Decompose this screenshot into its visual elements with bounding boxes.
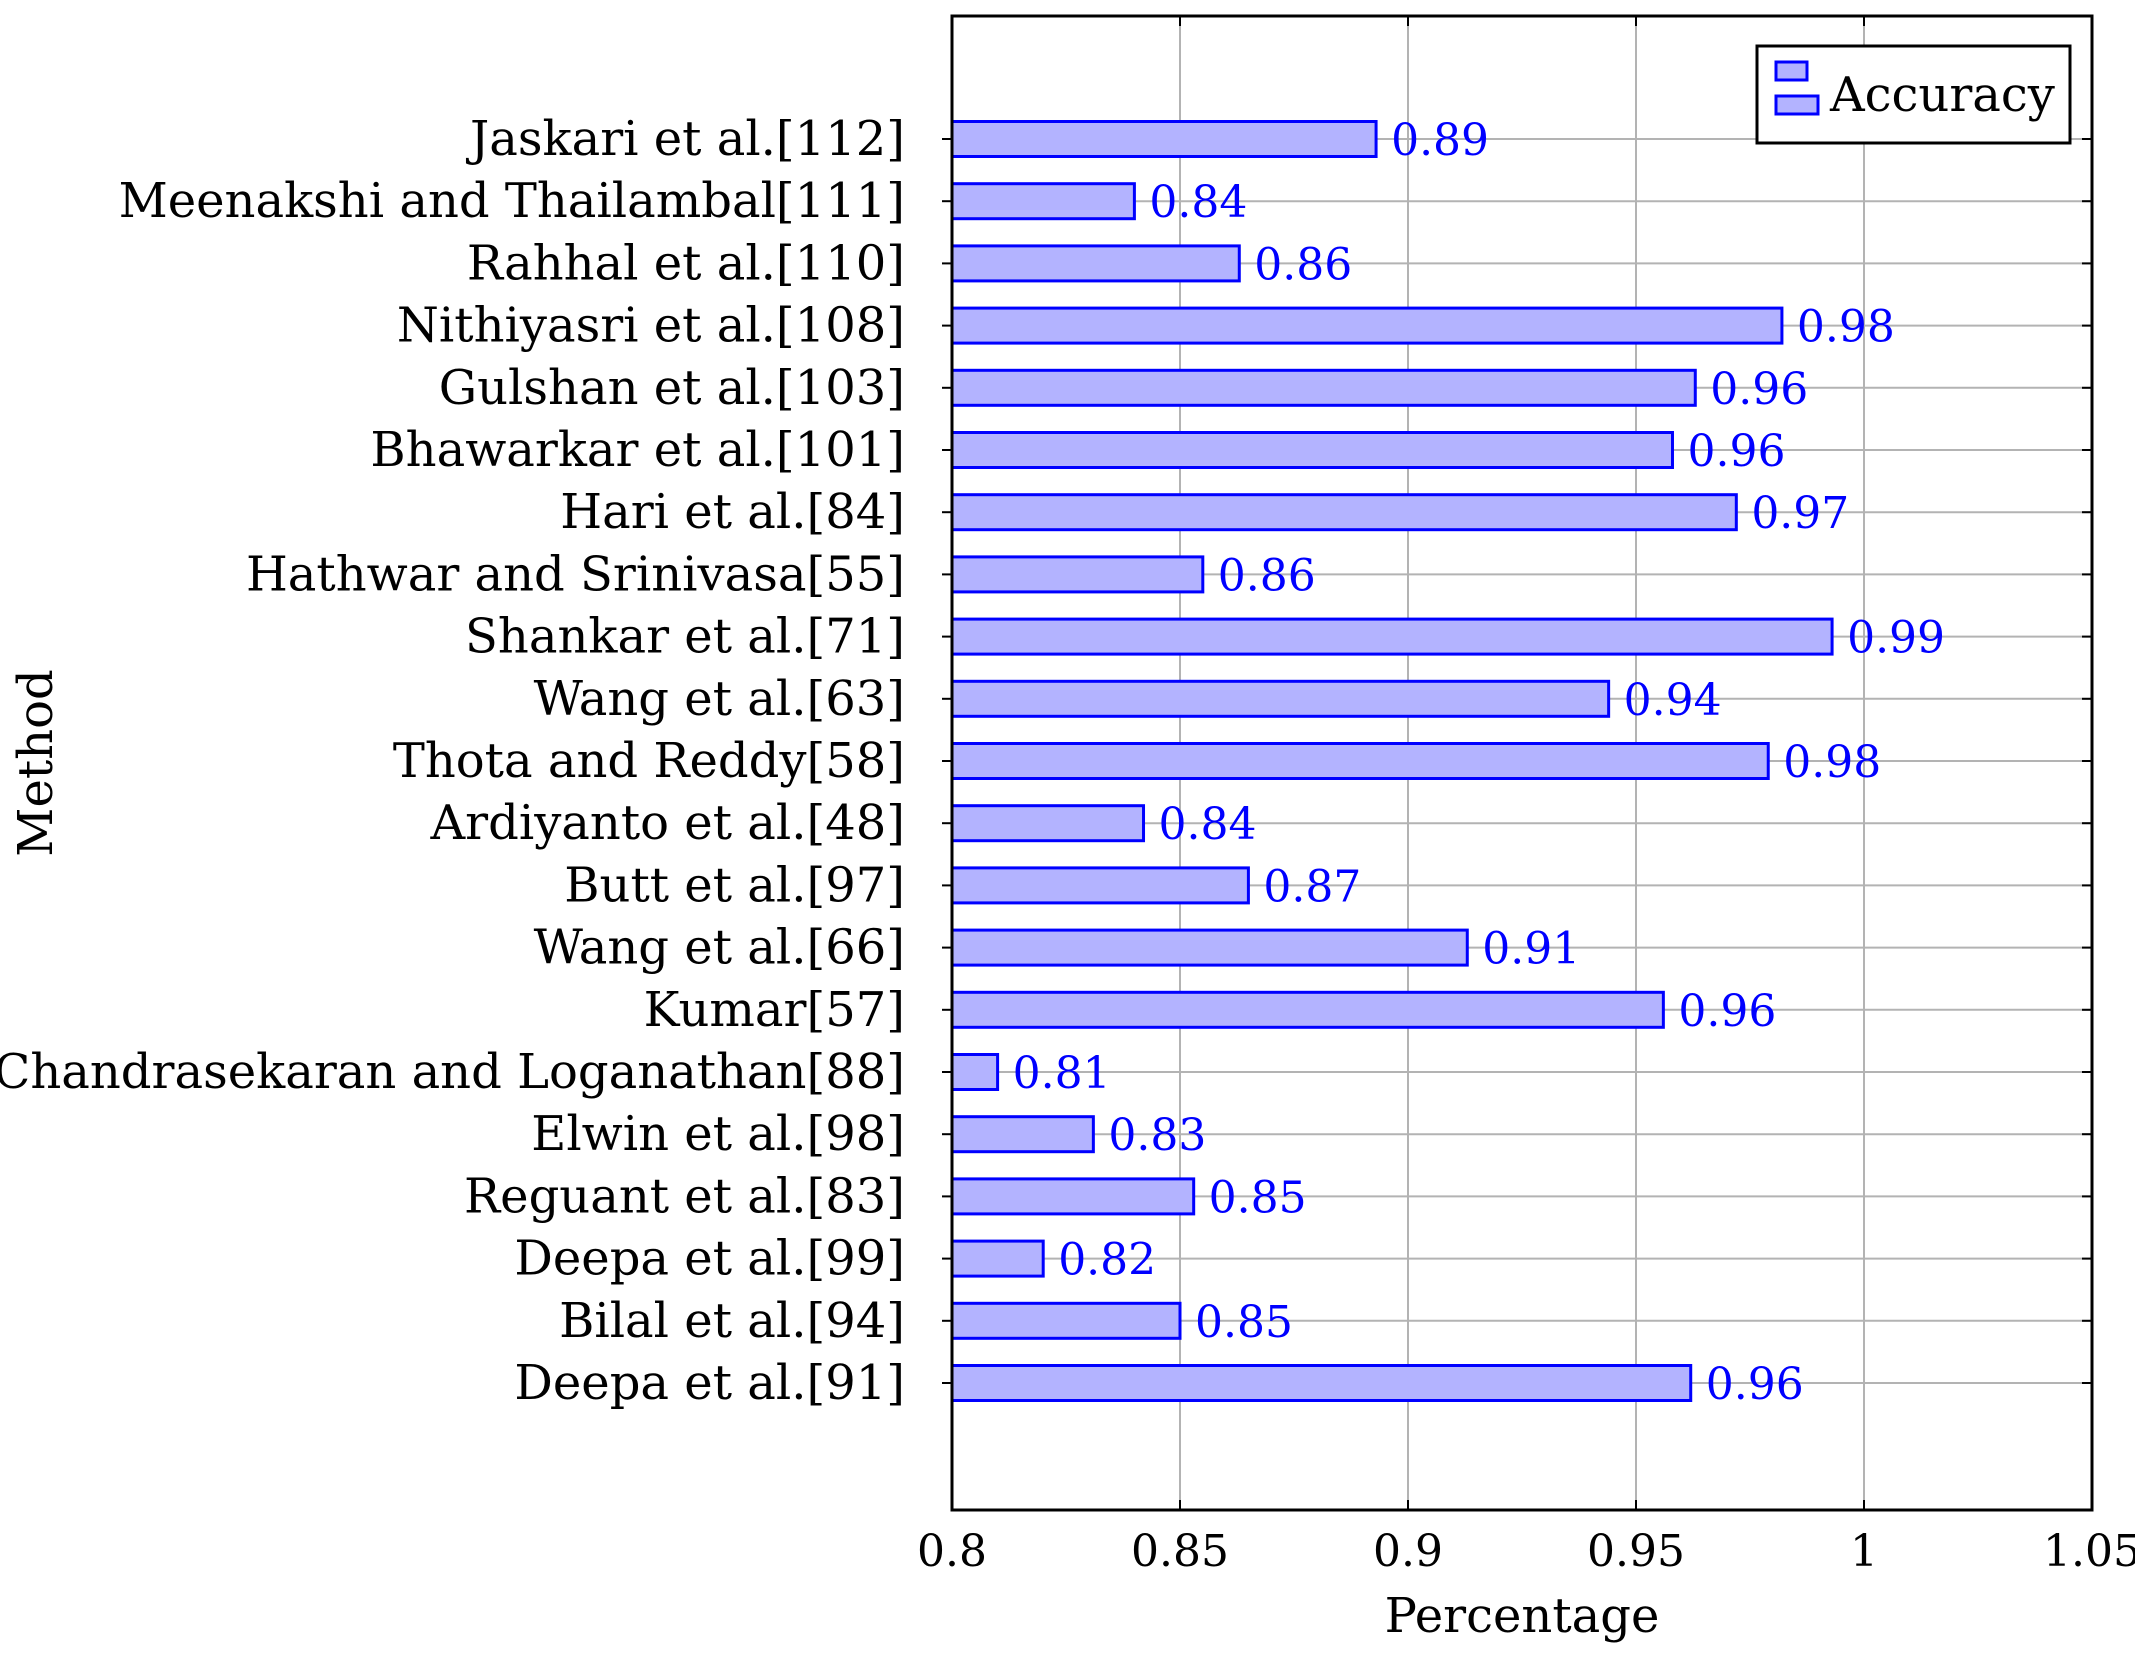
y-category-label: Elwin et al.[98] <box>531 1106 905 1162</box>
x-axis-title: Percentage <box>1385 1588 1660 1644</box>
bar-value-label: 0.83 <box>1108 1110 1206 1161</box>
x-tick-label: 0.85 <box>1131 1526 1229 1577</box>
y-category-label: Bilal et al.[94] <box>559 1293 905 1349</box>
y-category-label: Gulshan et al.[103] <box>439 360 905 416</box>
ticks-layer <box>942 16 2093 1510</box>
bar-value-label: 0.96 <box>1687 426 1785 477</box>
bar-value-label: 0.82 <box>1058 1235 1156 1286</box>
y-category-label: Hathwar and Srinivasa[55] <box>246 546 905 602</box>
y-category-label: Deepa et al.[91] <box>514 1355 905 1411</box>
bar <box>950 1115 1095 1154</box>
y-category-label: Thota and Reddy[58] <box>393 733 905 789</box>
bar <box>950 431 1674 469</box>
bar <box>950 742 1770 780</box>
y-category-label: Butt et al.[97] <box>564 857 905 913</box>
bar <box>950 244 1241 283</box>
bar-value-label: 0.89 <box>1391 115 1489 166</box>
labels-layer: 0.8 0.85 0.9 0.95 1 1.05 0.89 Jaskari et al.[11… <box>0 111 2135 1577</box>
bar <box>950 120 1378 158</box>
y-category-label: Chandrasekaran and Loganathan[88] <box>0 1044 905 1100</box>
bar-value-label: 0.85 <box>1209 1172 1307 1223</box>
bar <box>950 928 1469 967</box>
plot-frame <box>950 14 2094 1512</box>
bar <box>950 679 1611 718</box>
bars-layer <box>950 120 1834 1402</box>
bar-value-label: 0.86 <box>1218 550 1316 601</box>
bar-value-label: 0.96 <box>1678 986 1776 1037</box>
bar-value-label: 0.99 <box>1847 613 1945 664</box>
bar-value-label: 0.85 <box>1195 1297 1293 1348</box>
bar <box>950 368 1697 407</box>
y-category-label: Jaskari et al.[112] <box>465 111 905 167</box>
bar-value-label: 0.87 <box>1263 861 1361 912</box>
legend-label-accuracy: Accuracy <box>1829 67 2055 123</box>
y-category-label: Nithiyasri et al.[108] <box>397 298 905 354</box>
x-tick-label: 0.9 <box>1373 1526 1443 1577</box>
x-tick-label: 0.8 <box>917 1526 987 1577</box>
y-category-label: Meenakshi and Thailambal[111] <box>119 173 905 229</box>
bar <box>950 804 1146 843</box>
bar <box>950 1053 1000 1091</box>
bar <box>950 1177 1196 1216</box>
y-category-label: Deepa et al.[99] <box>514 1231 905 1287</box>
x-tick-label: 1.05 <box>2043 1526 2135 1577</box>
legend-swatch-icon <box>1774 94 1820 116</box>
y-category-label: Wang et al.[66] <box>534 920 905 976</box>
bar-value-label: 0.97 <box>1751 488 1849 539</box>
bar-value-label: 0.84 <box>1149 177 1247 228</box>
y-category-label: Rahhal et al.[110] <box>467 235 905 291</box>
bar <box>950 555 1205 594</box>
bar <box>950 182 1136 221</box>
x-tick-label: 0.95 <box>1587 1526 1685 1577</box>
y-category-label: Hari et al.[84] <box>560 484 905 540</box>
bar-value-label: 0.98 <box>1797 302 1895 353</box>
bar-value-label: 0.84 <box>1159 799 1257 850</box>
bar-value-label: 0.96 <box>1706 1359 1804 1410</box>
bar-value-label: 0.81 <box>1013 1048 1111 1099</box>
legend-swatch-icon <box>1774 60 1809 82</box>
bar <box>950 1301 1182 1340</box>
bar-value-label: 0.98 <box>1783 737 1881 788</box>
y-category-label: Wang et al.[63] <box>534 671 905 727</box>
y-category-label: Reguant et al.[83] <box>464 1168 905 1224</box>
legend: Accuracy <box>1755 44 2072 145</box>
bar <box>950 990 1665 1029</box>
bar <box>950 306 1784 345</box>
y-category-label: Shankar et al.[71] <box>465 609 905 665</box>
y-category-label: Ardiyanto et al.[48] <box>430 795 906 851</box>
bar-value-label: 0.94 <box>1624 675 1722 726</box>
bar <box>950 1364 1693 1402</box>
y-axis-title: Method <box>8 669 64 856</box>
bar-value-label: 0.91 <box>1482 924 1580 975</box>
bar <box>950 1239 1045 1278</box>
y-category-label: Bhawarkar et al.[101] <box>370 422 905 478</box>
bar-value-label: 0.96 <box>1710 364 1808 415</box>
bar <box>950 617 1834 656</box>
bar <box>950 493 1738 532</box>
y-category-label: Kumar[57] <box>644 982 905 1038</box>
bar-value-label: 0.86 <box>1254 239 1352 290</box>
x-tick-label: 1 <box>1850 1526 1878 1577</box>
bar <box>950 866 1250 905</box>
